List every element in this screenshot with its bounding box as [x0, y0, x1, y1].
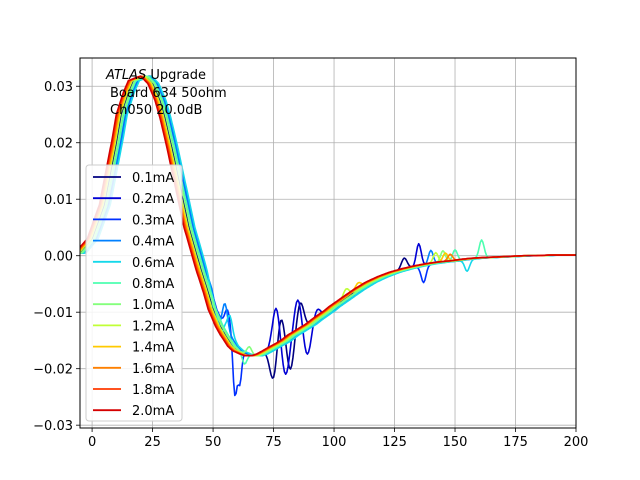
annotation: ATLAS Upgrade Board 634 50ohm Ch050 20.0… [105, 68, 227, 118]
series-line-2.0mA [80, 75, 576, 357]
legend-box [85, 164, 183, 422]
legend-label: 0.8mA [132, 277, 174, 292]
x-tick-label: 125 [382, 435, 407, 450]
annotation-board: Board 634 50ohm [110, 86, 227, 101]
legend-label: 0.6mA [132, 256, 174, 271]
x-tick-label: 75 [265, 435, 282, 450]
y-tick-label: −0.01 [33, 306, 73, 321]
x-tick-label: 150 [443, 435, 468, 450]
axis-ticks: 0 25 50 75 100 125 150 175 200 −0.03 −0.02 −0.01 0.0… [33, 80, 588, 450]
legend-label: 0.1mA [132, 171, 174, 186]
x-tick-label: 25 [144, 435, 161, 450]
x-tick-label: 200 [564, 435, 589, 450]
legend-label: 0.4mA [132, 235, 174, 250]
x-tick-label: 100 [322, 435, 347, 450]
y-tick-label: 0.03 [44, 80, 73, 95]
y-tick-label: 0.02 [44, 137, 73, 152]
svg-text:ATLAS Upgrade: ATLAS Upgrade [105, 68, 206, 83]
annotation-channel: Ch050 20.0dB [110, 103, 202, 118]
legend-label: 1.2mA [132, 319, 174, 334]
legend-label: 1.0mA [132, 298, 174, 313]
series-lines [80, 75, 576, 397]
y-tick-label: −0.02 [33, 363, 73, 378]
annotation-atlas: ATLAS [105, 68, 146, 83]
legend-label: 0.3mA [132, 213, 174, 228]
plot-frame [79, 57, 577, 429]
y-tick-label: 0.01 [44, 193, 73, 208]
x-tick-label: 175 [503, 435, 528, 450]
y-tick-label: 0.00 [44, 250, 73, 265]
x-tick-label: 0 [88, 435, 96, 450]
legend-label: 2.0mA [132, 404, 174, 419]
y-tick-label: −0.03 [33, 419, 73, 434]
legend-label: 1.6mA [132, 362, 174, 377]
legend-label: 1.4mA [132, 341, 174, 356]
x-tick-label: 50 [205, 435, 222, 450]
annotation-upgrade: Upgrade [146, 68, 206, 83]
legend-label: 0.2mA [132, 192, 174, 207]
legend: 0.1mA 0.2mA 0.3mA 0.4mA 0.6mA 0.8mA 1.0mA 1.2mA… [85, 164, 183, 422]
legend-label: 1.8mA [132, 383, 174, 398]
